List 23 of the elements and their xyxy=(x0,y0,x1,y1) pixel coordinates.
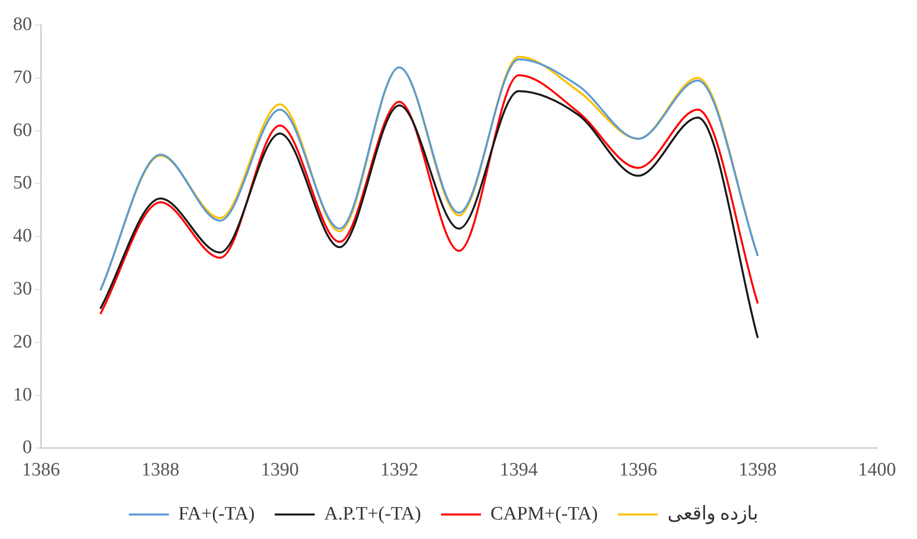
line-series xyxy=(100,74,759,314)
x-tick-label: 1400 xyxy=(858,460,896,481)
y-tick-label: 50 xyxy=(13,172,32,194)
x-tick-label: 1394 xyxy=(500,460,538,481)
x-tick-label: 1386 xyxy=(22,460,60,481)
y-tick-label: 40 xyxy=(13,226,32,247)
legend-label: FA+(-TA) xyxy=(178,503,255,524)
y-tick-label: 10 xyxy=(13,384,32,406)
legend-label: بازده واقعی xyxy=(667,503,758,524)
y-tick-label: 70 xyxy=(13,66,32,88)
x-tick-label: 1390 xyxy=(260,460,299,481)
y-tick-label: 0 xyxy=(22,437,32,458)
y-tick-label: 30 xyxy=(13,278,32,300)
y-tick-label: 20 xyxy=(13,331,32,352)
x-tick-label: 1398 xyxy=(738,460,777,481)
y-tick-label: 80 xyxy=(13,14,32,35)
legend-label: CAPM+(-TA) xyxy=(490,503,598,524)
y-tick-label: 60 xyxy=(13,120,32,141)
x-tick-label: 1392 xyxy=(380,460,418,481)
line-series xyxy=(100,90,759,338)
x-tick-label: 1388 xyxy=(141,460,180,481)
x-tick-label: 1396 xyxy=(619,460,658,481)
legend-label: A.P.T+(-TA) xyxy=(324,503,422,524)
